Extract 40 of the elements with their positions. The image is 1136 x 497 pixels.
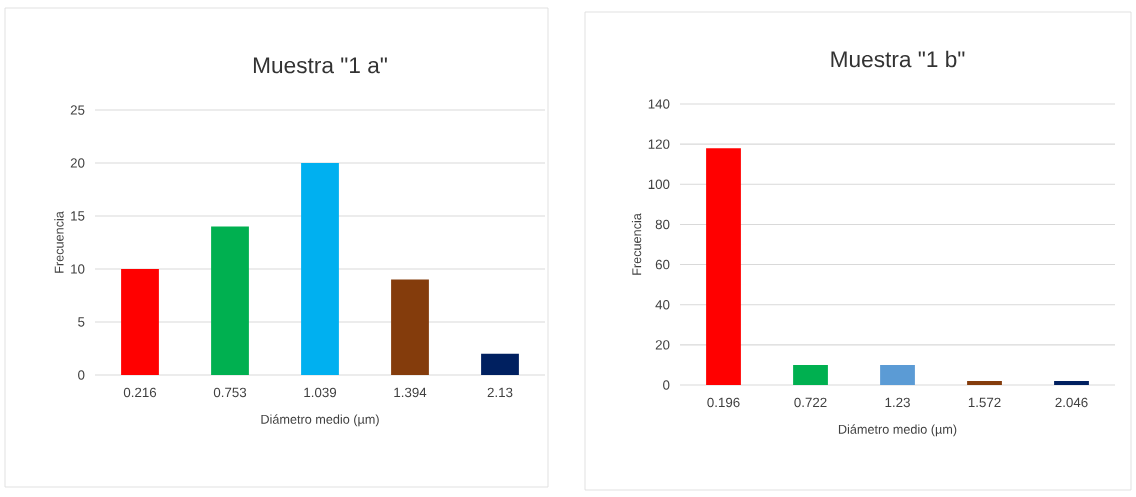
y-tick-label: 15 xyxy=(71,211,85,221)
y-tick-label: 10 xyxy=(71,264,85,274)
x-tick-label: 0.196 xyxy=(707,397,740,408)
x-axis-title: Diámetro medio (µm) xyxy=(261,414,379,427)
y-tick-label: 40 xyxy=(655,300,670,310)
x-tick-label: 0.216 xyxy=(123,387,157,398)
y-tick-label: 0 xyxy=(78,370,85,380)
chart-title: Muestra "1 a" xyxy=(253,57,387,74)
y-axis-title: Frecuencia xyxy=(54,211,64,273)
bar xyxy=(880,364,915,385)
chart-title: Muestra "1 b" xyxy=(831,50,965,68)
x-tick-label: 1.039 xyxy=(304,387,337,398)
x-tick-label: 1.572 xyxy=(968,397,1001,408)
bar xyxy=(481,353,519,375)
x-axis-title: Diámetro medio (µm) xyxy=(838,424,957,437)
bar xyxy=(211,226,249,375)
y-tick-label: 20 xyxy=(70,158,85,168)
x-tick-label: 1.23 xyxy=(885,397,910,408)
bar xyxy=(793,364,828,385)
y-tick-label: 100 xyxy=(648,179,670,189)
x-tick-label: 0.753 xyxy=(213,387,247,398)
y-tick-label: 120 xyxy=(648,139,670,149)
y-tick-label: 80 xyxy=(655,219,670,230)
x-tick-label: 2.046 xyxy=(1055,397,1088,408)
x-tick-label: 2.13 xyxy=(487,387,513,398)
x-tick-label: 0.722 xyxy=(794,397,827,408)
bar xyxy=(391,279,429,375)
y-tick-label: 25 xyxy=(70,105,85,115)
y-tick-label: 140 xyxy=(648,99,670,109)
y-tick-label: 5 xyxy=(78,317,85,327)
bar xyxy=(301,163,339,375)
bar xyxy=(1054,380,1089,385)
x-tick-label: 1.394 xyxy=(394,387,427,398)
y-tick-label: 20 xyxy=(655,340,670,350)
bar xyxy=(706,148,741,385)
y-tick-label: 60 xyxy=(655,259,670,270)
y-axis-title: Frecuencia xyxy=(631,213,642,275)
bar xyxy=(121,269,159,375)
bar xyxy=(967,380,1002,385)
y-tick-label: 0 xyxy=(663,380,670,390)
